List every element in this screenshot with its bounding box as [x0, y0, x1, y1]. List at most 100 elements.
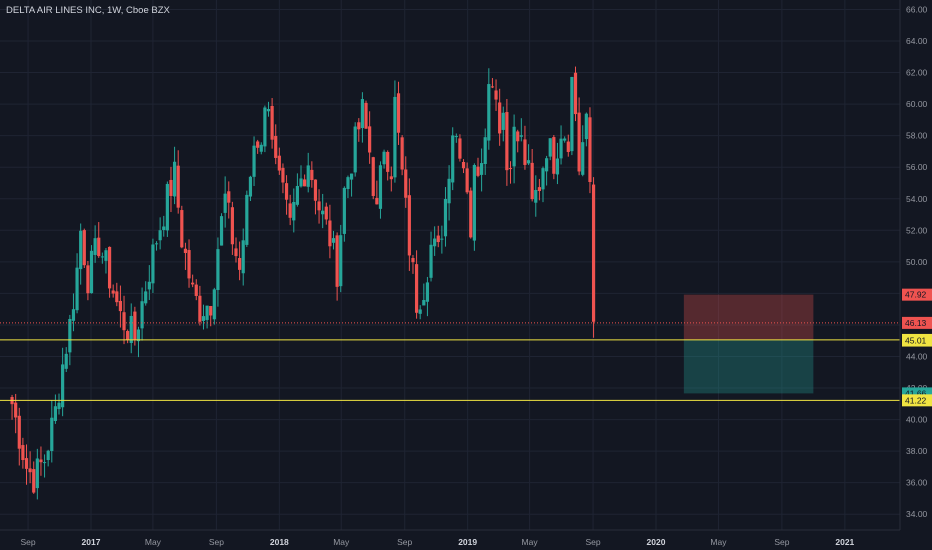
x-tick-label: Sep: [20, 537, 35, 547]
candle-body: [393, 96, 397, 178]
candle-body: [386, 151, 390, 172]
candle-body: [198, 295, 202, 322]
candle-body: [414, 264, 419, 313]
candle-body: [144, 291, 148, 304]
candle-body: [180, 210, 184, 248]
candle-body: [346, 177, 350, 190]
y-tick-label: 58.00: [906, 131, 928, 141]
candle-body: [277, 155, 281, 171]
candle-body: [436, 235, 440, 243]
candle-body: [165, 183, 169, 231]
candle-body: [299, 178, 303, 187]
candle-body: [559, 138, 563, 159]
candle-body: [389, 176, 393, 180]
y-tick-label: 66.00: [906, 4, 928, 14]
price-tag-label: 47.92: [905, 290, 927, 300]
candle-body: [281, 167, 285, 183]
candle-body: [158, 230, 162, 241]
candle-body: [14, 402, 18, 418]
candle-body: [17, 415, 21, 449]
candle-body: [328, 220, 332, 247]
x-tick-label: Sep: [397, 537, 412, 547]
candle-body: [274, 135, 278, 158]
candle-body: [313, 179, 318, 201]
candle-body: [97, 237, 101, 257]
candle-body: [530, 162, 534, 200]
candle-body: [545, 158, 549, 172]
stop-loss-zone[interactable]: [683, 294, 814, 340]
candle-body: [440, 238, 444, 240]
x-tick-label: May: [710, 537, 727, 547]
horizontal-lines[interactable]: [0, 322, 900, 401]
candle-body: [422, 300, 426, 306]
y-tick-label: 36.00: [906, 478, 928, 488]
y-tick-label: 34.00: [906, 509, 928, 519]
candle-body: [375, 197, 379, 205]
candle-body: [555, 158, 560, 175]
candle-body: [501, 112, 505, 130]
candle-body: [418, 309, 422, 314]
grid: [0, 0, 900, 530]
candle-body: [573, 72, 578, 115]
candle-body: [461, 161, 466, 169]
candle-body: [270, 105, 274, 140]
candle-body: [508, 168, 513, 170]
candle-body: [584, 113, 588, 140]
candle-body: [396, 93, 401, 133]
take-profit-zone[interactable]: [683, 339, 814, 394]
candle-body: [469, 190, 473, 238]
candle-body: [552, 137, 556, 174]
candle-body: [107, 246, 112, 289]
candle-body: [494, 90, 498, 100]
candle-body: [581, 142, 585, 175]
candle-body: [248, 176, 253, 197]
candle-body: [126, 331, 130, 340]
candle-body: [57, 402, 61, 410]
candle-body: [42, 462, 47, 464]
candle-body: [169, 179, 173, 196]
candle-body: [194, 284, 198, 296]
candle-body: [378, 165, 383, 209]
x-tick-label: Sep: [774, 537, 789, 547]
x-tick-label: 2019: [458, 537, 477, 547]
candle-body: [487, 84, 491, 141]
candle-body: [519, 135, 523, 137]
candle-body: [360, 99, 365, 129]
position-tool-zones[interactable]: [683, 294, 814, 394]
candle-body: [93, 238, 97, 255]
candle-body: [548, 138, 552, 157]
candle-body: [71, 309, 76, 321]
candle-body: [303, 179, 307, 187]
candle-body: [230, 207, 234, 245]
candle-body: [447, 178, 451, 204]
candle-body: [205, 305, 209, 320]
price-tag-badge: [902, 394, 932, 407]
candle-body: [368, 126, 372, 153]
candle-body: [331, 238, 336, 243]
x-tick-label: May: [522, 537, 539, 547]
candle-body: [472, 165, 476, 241]
y-tick-label: 50.00: [906, 257, 928, 267]
candle-body: [209, 306, 213, 316]
candle-body: [498, 102, 502, 134]
candle-body: [75, 267, 79, 311]
candle-body: [404, 169, 408, 198]
candle-body: [154, 243, 159, 245]
candle-body: [82, 230, 86, 266]
candle-body: [24, 458, 29, 469]
candle-body: [342, 187, 346, 234]
candle-body: [176, 165, 180, 208]
candle-body: [335, 235, 339, 287]
candle-body: [263, 107, 267, 147]
candle-body: [252, 145, 256, 177]
candle-body: [21, 445, 25, 461]
price-tag-label: 41.66: [905, 388, 927, 398]
candle-body: [353, 126, 357, 173]
candle-body: [371, 157, 375, 196]
price-tag-label: 41.22: [905, 395, 927, 405]
candle-body: [140, 301, 144, 329]
candle-body: [479, 163, 484, 175]
candle-body: [79, 230, 83, 270]
candle-body: [28, 468, 32, 473]
